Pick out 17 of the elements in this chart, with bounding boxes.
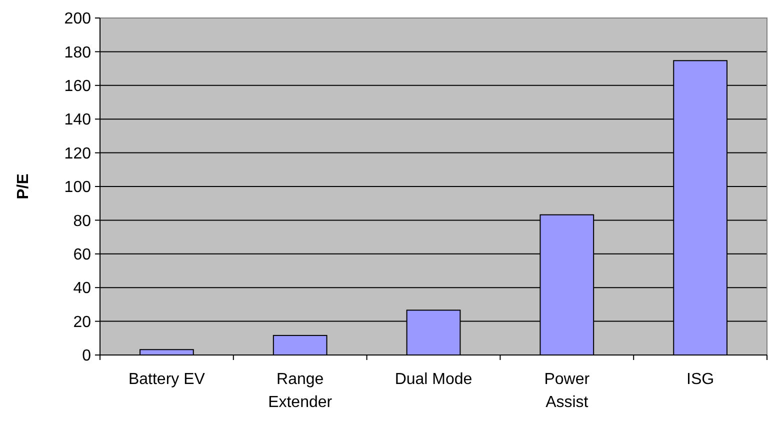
y-tick-label: 140 xyxy=(64,112,92,129)
y-tick-label: 160 xyxy=(64,78,92,95)
y-tick-label: 60 xyxy=(73,246,92,264)
y-tick-label: 80 xyxy=(73,212,92,230)
y-tick-label: 200 xyxy=(64,10,92,28)
y-tick-label: 40 xyxy=(73,280,92,298)
x-tick-label: Battery EV xyxy=(128,371,206,388)
x-tick-label: Dual Mode xyxy=(394,371,472,388)
y-tick-label: 0 xyxy=(82,348,92,365)
y-tick-label: 180 xyxy=(64,44,92,62)
y-tick-label: 100 xyxy=(64,179,92,196)
x-tick-label: Range Extender xyxy=(268,371,333,411)
y-tick-label: 20 xyxy=(73,314,92,331)
x-tick-label: Power Assist xyxy=(544,371,590,411)
y-tick-label: 120 xyxy=(64,145,92,162)
y-axis-title: P/E xyxy=(15,173,32,200)
x-tick-label: ISG xyxy=(686,371,714,388)
